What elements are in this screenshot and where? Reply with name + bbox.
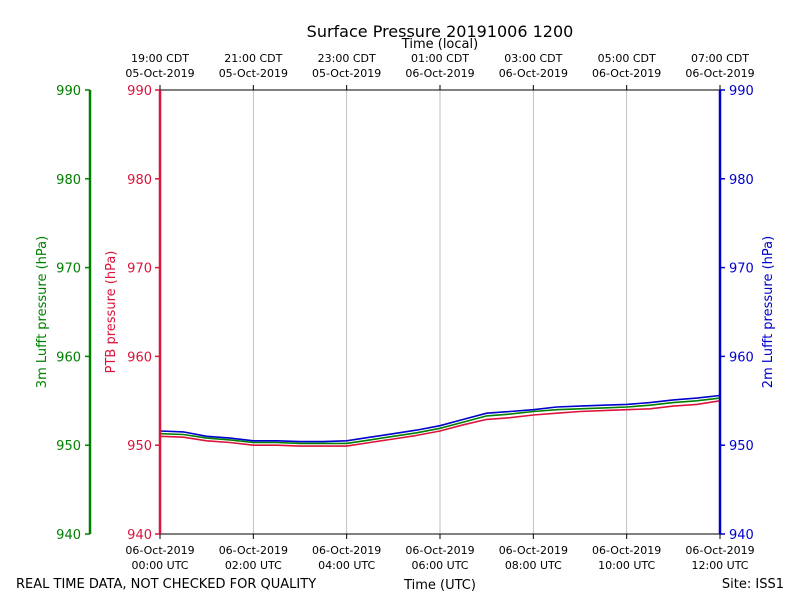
- x-tick-label-utc-time: 04:00 UTC: [318, 559, 375, 572]
- series-line-ptb-pressure: [159, 400, 721, 447]
- x-tick-label-utc-time: 08:00 UTC: [505, 559, 562, 572]
- x-tick-label-local-date: 06-Oct-2019: [405, 67, 474, 80]
- y-tick-label-ptb: 990: [127, 84, 152, 99]
- y-tick-label-ptb: 940: [127, 528, 152, 543]
- x-tick-label-local-time: 21:00 CDT: [224, 52, 282, 65]
- x-tick-label-local-time: 23:00 CDT: [318, 52, 376, 65]
- bottom-axis-label: Time (UTC): [403, 578, 476, 593]
- y-tick-label-ptb: 970: [127, 262, 152, 277]
- y-tick-label-lufft2m: 980: [729, 173, 754, 188]
- y-tick-label-lufft2m: 960: [729, 350, 754, 365]
- y-tick-label-lufft2m: 940: [729, 528, 754, 543]
- x-tick-label-utc-time: 12:00 UTC: [691, 559, 748, 572]
- y-axis-label-lufft2m: 2m Lufft pressure (hPa): [761, 236, 776, 388]
- x-tick-label-utc-date: 06-Oct-2019: [685, 544, 754, 557]
- x-tick-label-local-date: 06-Oct-2019: [592, 67, 661, 80]
- axis-ticks: 940 940 940 950 950 950 960 960 960 970 970 970 980 9…: [56, 52, 754, 572]
- y-tick-label-lufft3m: 970: [56, 262, 81, 277]
- y-tick-label-lufft3m: 990: [56, 84, 81, 99]
- x-tick-label-utc-date: 06-Oct-2019: [125, 544, 194, 557]
- footer-quality-note: REAL TIME DATA, NOT CHECKED FOR QUALITY: [16, 577, 316, 592]
- y-axis-label-lufft3m: 3m Lufft pressure (hPa): [35, 236, 50, 388]
- y-axis-label-ptb: PTB pressure (hPa): [104, 251, 119, 374]
- x-tick-label-utc-time: 06:00 UTC: [411, 559, 468, 572]
- footer-site: Site: ISS1: [722, 577, 784, 592]
- y-tick-label-lufft3m: 960: [56, 350, 81, 365]
- x-tick-label-local-date: 05-Oct-2019: [219, 67, 288, 80]
- x-tick-label-utc-date: 06-Oct-2019: [592, 544, 661, 557]
- y-tick-label-ptb: 950: [127, 439, 152, 454]
- x-tick-label-utc-time: 00:00 UTC: [131, 559, 188, 572]
- top-axis-label: Time (local): [401, 37, 478, 52]
- series-line-3m-lufft-pressure: [159, 397, 721, 445]
- x-tick-label-local-date: 05-Oct-2019: [312, 67, 381, 80]
- series-line-2m-lufft-pressure: [159, 394, 721, 443]
- y-tick-label-lufft3m: 940: [56, 528, 81, 543]
- x-tick-label-local-time: 07:00 CDT: [691, 52, 749, 65]
- y-tick-label-lufft2m: 970: [729, 262, 754, 277]
- y-tick-label-ptb: 980: [127, 173, 152, 188]
- x-tick-label-local-date: 06-Oct-2019: [685, 67, 754, 80]
- x-tick-label-local-time: 03:00 CDT: [504, 52, 562, 65]
- y-tick-label-ptb: 960: [127, 350, 152, 365]
- x-tick-label-local-time: 01:00 CDT: [411, 52, 469, 65]
- x-tick-label-utc-date: 06-Oct-2019: [499, 544, 568, 557]
- x-tick-label-utc-date: 06-Oct-2019: [405, 544, 474, 557]
- x-tick-label-utc-time: 02:00 UTC: [225, 559, 282, 572]
- x-tick-label-local-date: 05-Oct-2019: [125, 67, 194, 80]
- data-series: [159, 394, 721, 447]
- x-tick-label-local-date: 06-Oct-2019: [499, 67, 568, 80]
- x-tick-label-utc-time: 10:00 UTC: [598, 559, 655, 572]
- chart-title: Surface Pressure 20191006 1200: [307, 22, 574, 41]
- y-tick-label-lufft3m: 980: [56, 173, 81, 188]
- x-tick-label-utc-date: 06-Oct-2019: [312, 544, 381, 557]
- grid-lines: [252, 90, 628, 534]
- y-tick-label-lufft2m: 990: [729, 84, 754, 99]
- plot-frame: [88, 89, 722, 535]
- x-tick-label-utc-date: 06-Oct-2019: [219, 544, 288, 557]
- x-tick-label-local-time: 05:00 CDT: [598, 52, 656, 65]
- y-tick-label-lufft3m: 950: [56, 439, 81, 454]
- y-tick-label-lufft2m: 950: [729, 439, 754, 454]
- x-tick-label-local-time: 19:00 CDT: [131, 52, 189, 65]
